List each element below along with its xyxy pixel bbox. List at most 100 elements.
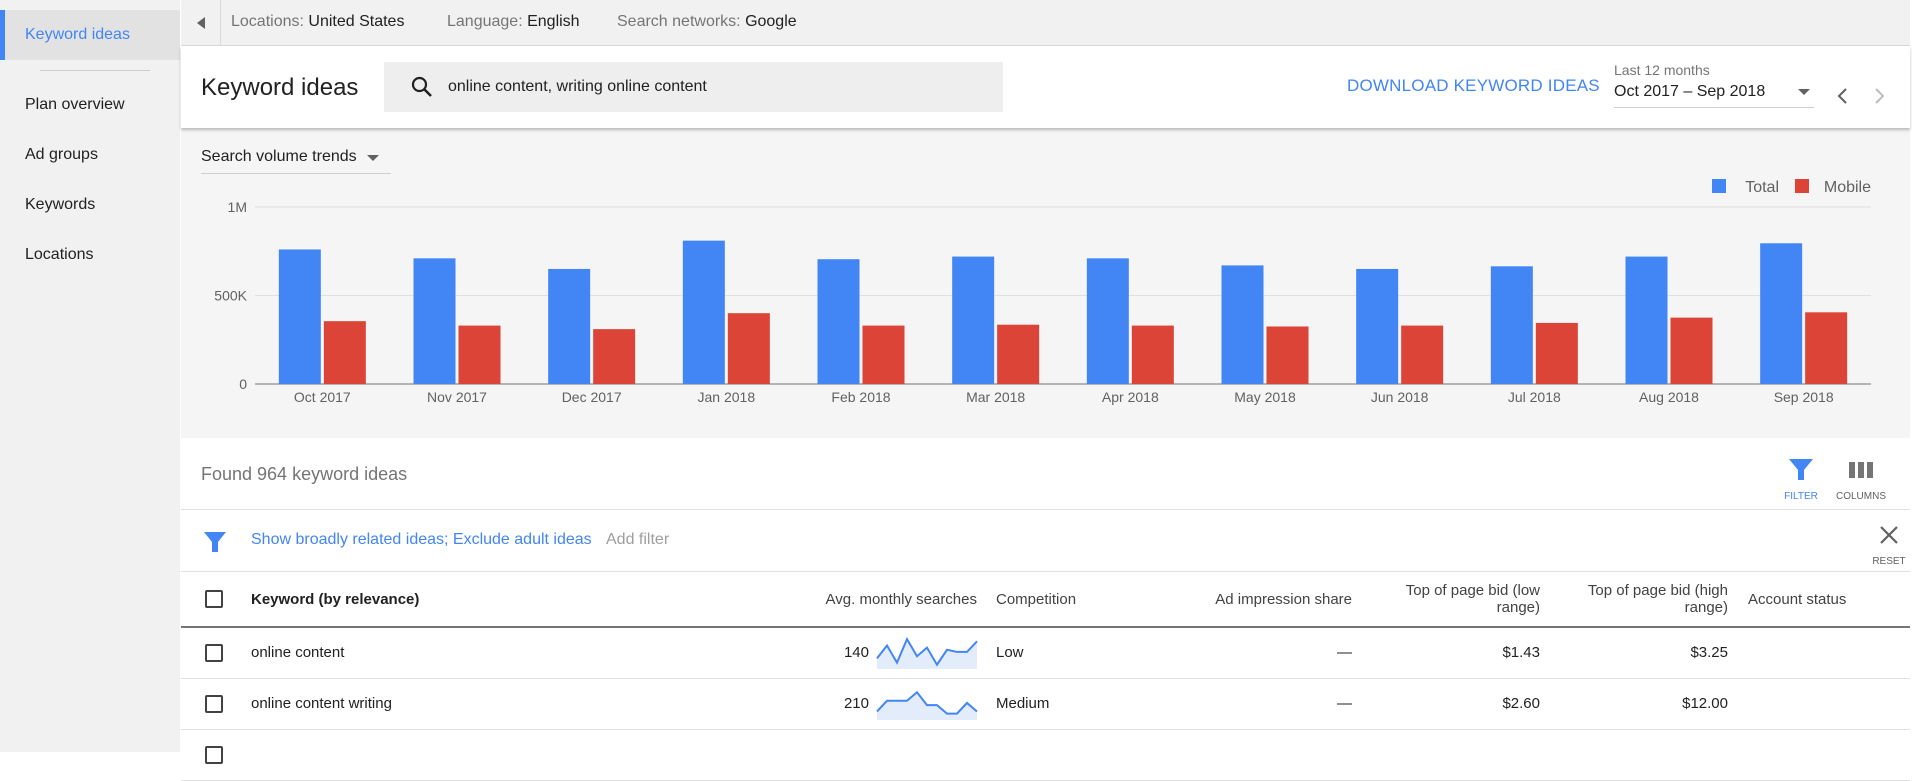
bar-mobile[interactable] [1670,317,1713,384]
date-range-select[interactable]: Oct 2017 – Sep 2018 [1614,80,1814,108]
columns-button-label: COLUMNS [1835,491,1886,502]
table-row[interactable] [181,730,1910,781]
col-header-competition[interactable]: Competition [996,591,1077,608]
plan-settings-bar: Locations: United States Language: Engli… [181,0,1910,46]
bar-total[interactable] [817,259,860,384]
active-filters[interactable]: Show broadly related ideas; Exclude adul… [251,531,592,548]
sparkline-line [876,636,978,667]
sparkline-area [877,692,977,720]
row-checkbox[interactable] [205,746,223,764]
x-tick-label: Dec 2017 [562,389,622,405]
col-header-avg-searches[interactable]: Avg. monthly searches [825,591,977,608]
sidebar: Keyword ideas Plan overview Ad groups Ke… [0,0,180,752]
bar-total[interactable] [413,258,456,384]
sidebar-item-plan-overview[interactable]: Plan overview [25,96,125,113]
filter-icon [204,532,226,552]
bar-total[interactable] [1490,266,1533,384]
bar-total[interactable] [548,268,591,384]
x-tick-label: Jan 2018 [698,389,756,405]
download-keyword-ideas-button[interactable]: DOWNLOAD KEYWORD IDEAS [1347,76,1600,95]
locations-label: Locations: [231,13,304,30]
bar-total[interactable] [1760,243,1803,384]
page-title: Keyword ideas [201,74,359,101]
search-networks-setting[interactable]: Search networks: Google [617,0,797,46]
caret-down-icon [367,155,379,161]
bar-mobile[interactable] [997,324,1040,384]
sidebar-item-keywords[interactable]: Keywords [25,196,96,213]
legend-label: Total [1745,179,1779,196]
col-header-bid-low-line2: range) [1496,599,1540,616]
bar-mobile[interactable] [1266,326,1309,384]
search-box [384,62,1003,112]
col-header-bid-low[interactable]: Top of page bid (low range) [1361,582,1540,616]
filter-button-label: FILTER [1784,491,1818,502]
bar-total[interactable] [1356,268,1399,384]
bar-mobile[interactable] [1401,325,1444,384]
reset-label: RESET [1872,556,1906,567]
table-row[interactable]: online content writing 210 Medium — $2.6… [181,679,1910,730]
columns-icon [1849,462,1873,478]
columns-button[interactable]: COLUMNS [1831,452,1891,502]
x-tick-label: Aug 2018 [1639,389,1699,405]
chart-type-select[interactable]: Search volume trends [201,138,391,174]
bar-mobile[interactable] [727,313,770,384]
reset-filters-button[interactable]: RESET [1869,524,1909,568]
legend-swatch [1795,179,1809,193]
trend-sparkline [876,636,978,669]
table-row[interactable]: online content 140 Low — $1.43 $3.25 [181,628,1910,679]
add-filter-button[interactable]: Add filter [606,531,670,548]
bar-mobile[interactable] [458,325,501,384]
collapse-sidebar-button[interactable] [181,0,221,46]
row-checkbox[interactable] [205,695,223,713]
legend-label: Mobile [1824,179,1871,196]
bar-total[interactable] [952,256,995,384]
search-networks-label: Search networks: [617,13,741,30]
previous-period-button[interactable] [1831,84,1855,108]
ad-impression-share-cell: — [1337,695,1352,712]
language-setting[interactable]: Language: English [447,0,580,46]
bar-total[interactable] [1221,265,1264,384]
results-toolbar: Found 964 keyword ideas FILTER COLUMNS [181,438,1910,510]
bar-mobile[interactable] [1805,312,1848,384]
filter-button[interactable]: FILTER [1771,452,1831,502]
x-tick-label: Sep 2018 [1774,389,1834,405]
results-count: Found 964 keyword ideas [201,464,408,484]
keyword-cell: online content writing [251,695,392,712]
bar-total[interactable] [682,240,725,384]
bar-total[interactable] [278,249,321,384]
row-checkbox[interactable] [205,644,223,662]
y-tick-label: 1M [228,199,247,215]
search-networks-value: Google [745,13,797,30]
bar-mobile[interactable] [1535,322,1578,384]
search-icon [411,76,432,97]
col-header-ad-impression-share[interactable]: Ad impression share [1215,591,1352,608]
bar-total[interactable] [1086,258,1129,384]
col-header-account-status[interactable]: Account status [1748,591,1847,608]
sidebar-item-ad-groups[interactable]: Ad groups [25,146,98,163]
chart-type-value: Search volume trends [201,148,357,165]
select-all-checkbox[interactable] [205,590,223,608]
col-header-keyword[interactable]: Keyword (by relevance) [251,591,420,608]
col-header-bid-high[interactable]: Top of page bid (high range) [1551,582,1728,616]
locations-setting[interactable]: Locations: United States [231,0,404,46]
search-input[interactable] [448,62,988,112]
bar-mobile[interactable] [323,321,366,384]
filter-icon [1789,459,1813,480]
next-period-button[interactable] [1867,84,1891,108]
date-range-label: Last 12 months [1614,62,1710,78]
bar-total[interactable] [1625,256,1668,384]
sidebar-divider [40,70,150,71]
x-tick-label: Jun 2018 [1371,389,1429,405]
ad-impression-share-cell: — [1337,644,1352,661]
triangle-left-icon [196,17,205,29]
bar-mobile[interactable] [862,325,905,384]
x-tick-label: Feb 2018 [831,389,890,405]
bar-mobile[interactable] [593,329,636,384]
bar-mobile[interactable] [1131,325,1174,384]
sidebar-item-locations[interactable]: Locations [25,246,94,263]
keyword-cell: online content [251,644,345,661]
col-header-bid-high-line1: Top of page bid (high [1587,582,1728,599]
sidebar-item-keyword-ideas[interactable]: Keyword ideas [0,10,180,60]
x-tick-label: Oct 2017 [294,389,351,405]
x-tick-label: Apr 2018 [1102,389,1159,405]
